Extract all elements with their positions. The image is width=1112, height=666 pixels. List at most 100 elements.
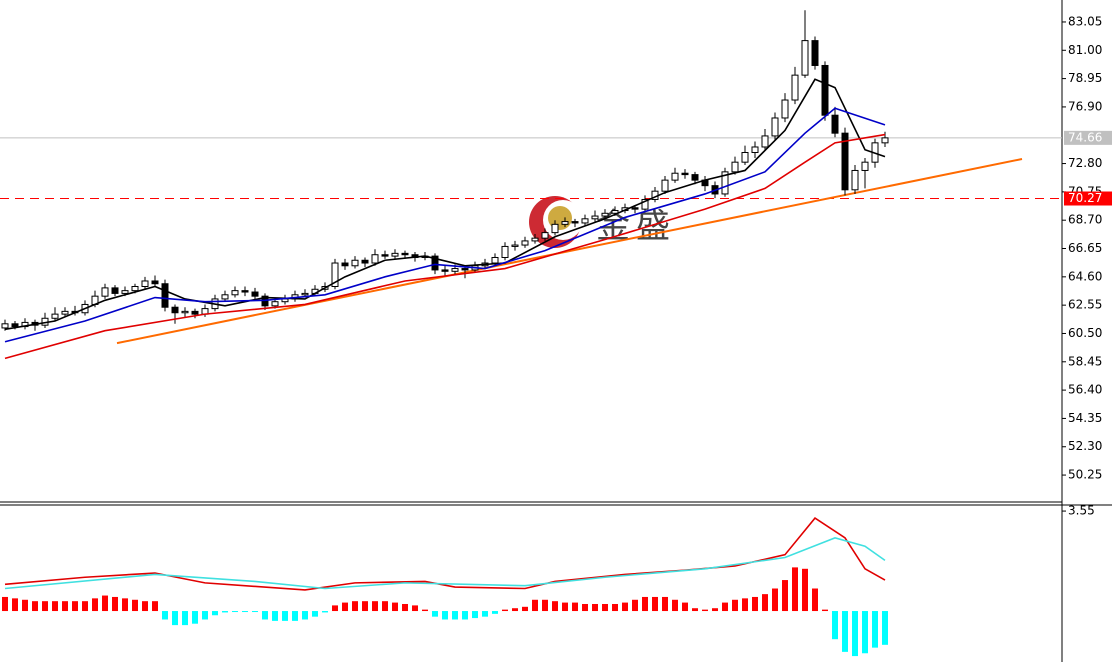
histogram-bar [282,611,288,621]
y-tick-label: 54.35 [1068,411,1102,425]
candle-body [181,310,189,314]
candle-body [851,169,859,191]
candle-body [401,252,409,256]
candle-body [431,255,439,271]
y-tick-label: 50.25 [1068,468,1102,482]
histogram-bar [522,606,528,612]
candle-body [491,256,499,264]
candle-body [581,218,589,224]
candle-body [541,232,549,239]
histogram-bar [102,595,108,612]
histogram-bar [192,611,198,624]
trend-line [116,158,1023,345]
histogram-bar [42,601,48,612]
candle-body [461,268,469,271]
candle-body [301,292,309,296]
histogram-bar [142,601,148,612]
candle-body [1,323,9,329]
candle-body [221,294,229,300]
histogram-bar [412,605,418,612]
histogram-bar [542,599,548,612]
candle-body [671,172,679,181]
candle-body [111,287,119,294]
candle-body [101,287,109,297]
y-tick-label: 66.65 [1068,241,1102,255]
histogram-bar [12,598,18,612]
histogram-bar [352,601,358,612]
histogram-bar [252,611,258,613]
histogram-bar [62,601,68,612]
histogram-bar [602,603,608,612]
candle-body [881,137,889,144]
histogram-bar [662,596,668,612]
histogram-bar [512,608,518,612]
histogram-bar [372,601,378,612]
histogram-bar [712,608,718,612]
histogram-bar [382,601,388,612]
indicator-line [4,133,886,360]
histogram-bar [572,602,578,612]
histogram-bar [2,596,8,612]
candle-body [551,223,559,234]
candle-body [511,244,519,247]
candle-body [841,132,849,191]
candle-body [161,283,169,308]
candle-body [861,161,869,171]
histogram-bar [172,611,178,626]
candle-body [331,262,339,288]
y-tick-label: 81.00 [1068,43,1102,57]
histogram-bar [882,611,888,645]
histogram-bar [562,602,568,612]
price-level-box [1064,191,1112,206]
candle-body [231,290,239,296]
price-level-label: 74.66 [1068,130,1102,144]
histogram-bar [702,609,708,612]
histogram-bar [212,611,218,616]
y-tick-label: 56.40 [1068,383,1102,397]
histogram-bar [552,601,558,612]
candle-body [821,64,829,116]
histogram-bar [652,596,658,612]
indicator-line [4,517,886,591]
histogram-bar [222,611,228,613]
histogram-bar [642,596,648,612]
histogram-bar [612,603,618,612]
histogram-bar [722,602,728,612]
y-tick-label: 60.50 [1068,326,1102,340]
histogram-bar [232,611,238,613]
histogram-bar [422,609,428,612]
histogram-bar [262,611,268,620]
candle-body [691,174,699,181]
histogram-bar [732,599,738,612]
histogram-bar [402,603,408,612]
y-tick-label: 62.55 [1068,298,1102,312]
y-tick-label: 58.45 [1068,354,1102,368]
candle-body [141,280,149,288]
candle-body [171,306,179,314]
histogram-bar [492,611,498,614]
histogram-bar [582,603,588,612]
y-tick-label: 64.60 [1068,269,1102,283]
candle-body [791,74,799,101]
candle-body [741,152,749,163]
histogram-bar [162,611,168,620]
candle-body [831,114,839,134]
histogram-bar [132,599,138,612]
histogram-bar [462,611,468,620]
histogram-bar [292,611,298,621]
histogram-bar [122,598,128,612]
histogram-bar [802,568,808,612]
histogram-bar [72,601,78,612]
candle-body [371,254,379,264]
candle-body [641,198,649,210]
candle-body [131,286,139,292]
candle-body [121,290,129,294]
candle-body [751,146,759,154]
histogram-bar [442,611,448,620]
watermark-text: 金盛 [596,207,676,247]
candle-body [811,40,819,66]
histogram-bar [862,611,868,654]
candle-body [521,240,529,246]
histogram-bar [22,599,28,612]
candle-body [501,245,509,258]
